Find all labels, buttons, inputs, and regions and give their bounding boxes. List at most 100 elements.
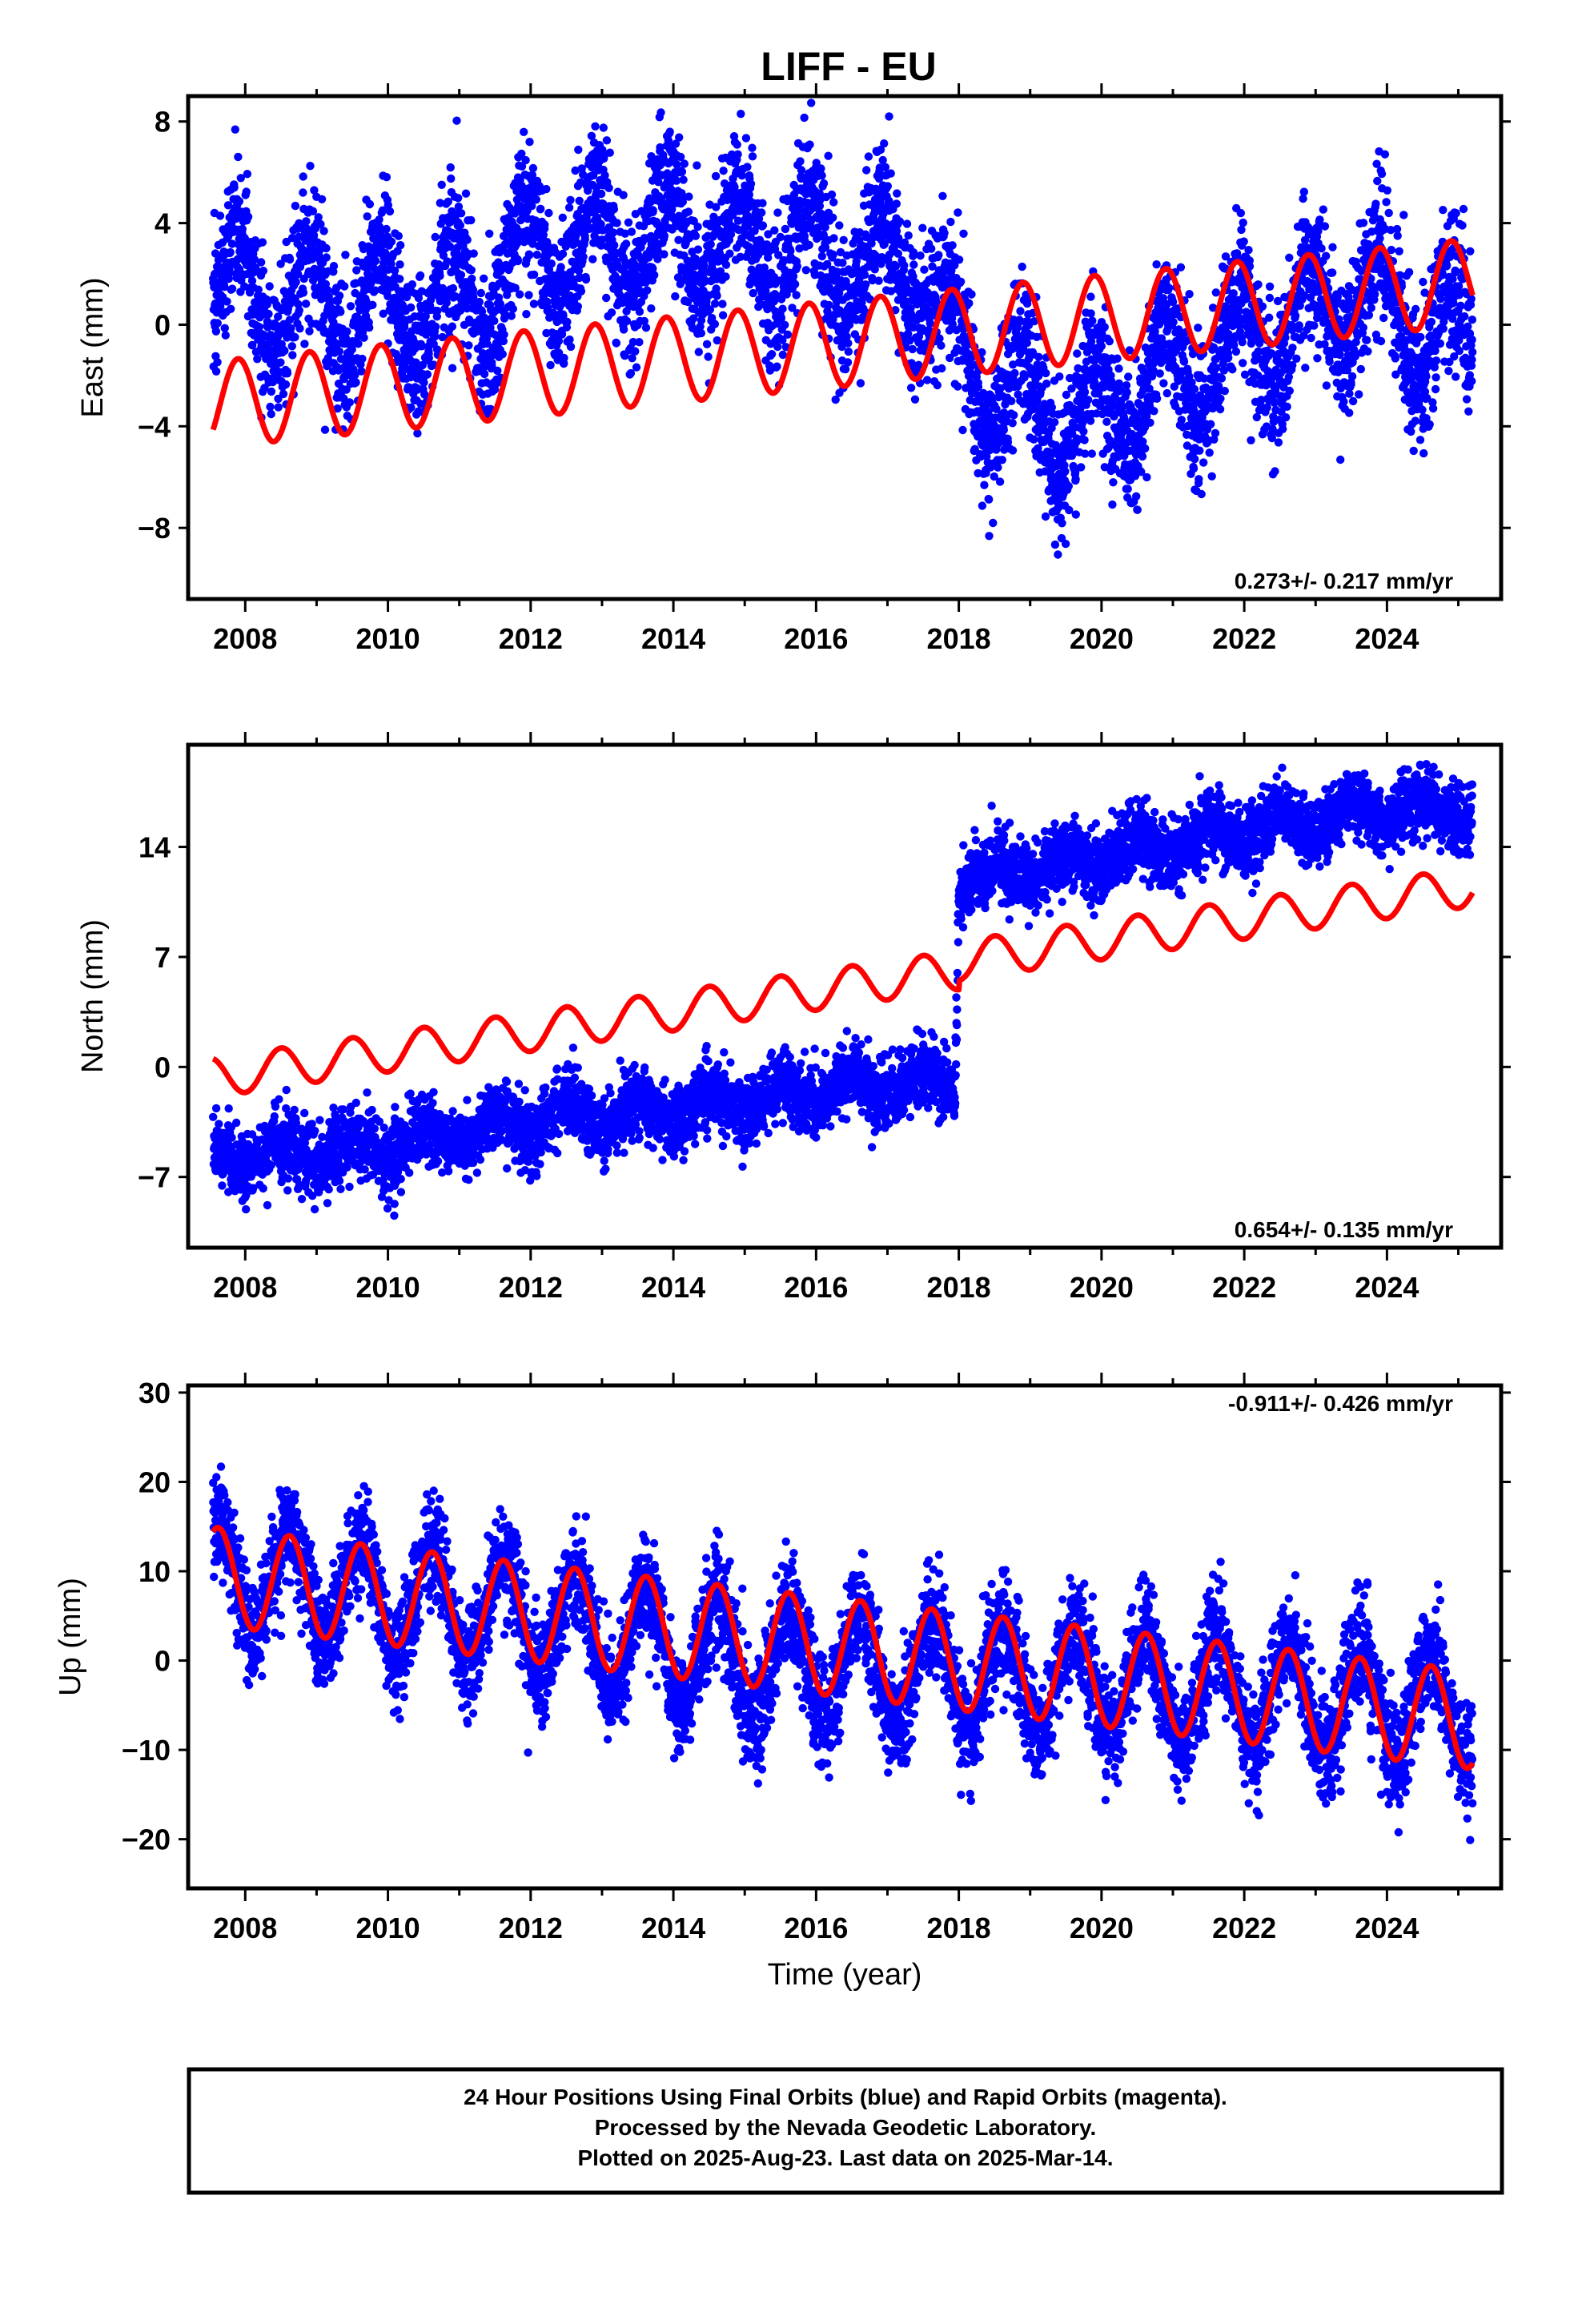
east-data-point: [1271, 467, 1279, 476]
east-data-point: [1238, 338, 1247, 347]
east-data-point: [572, 238, 581, 247]
east-data-point: [938, 191, 947, 200]
east-data-point: [359, 333, 368, 342]
east-data-point: [1142, 472, 1151, 482]
east-data-point: [1133, 505, 1142, 514]
east-data-point: [544, 304, 552, 312]
east-data-point: [1179, 357, 1189, 366]
east-data-point: [417, 342, 427, 351]
east-data-point: [213, 358, 222, 367]
east-data-point: [579, 252, 588, 261]
east-data-point: [862, 166, 871, 175]
east-data-point: [588, 255, 597, 263]
east-data-point: [710, 320, 720, 328]
east-data-point: [1064, 481, 1074, 491]
east-data-point: [684, 207, 693, 216]
east-data-point: [608, 228, 618, 237]
east-data-point: [1176, 263, 1186, 271]
east-data-point: [456, 209, 466, 218]
east-data-point: [431, 332, 440, 341]
east-data-point: [231, 125, 239, 134]
east-data-point: [626, 368, 636, 378]
east-data-point: [469, 292, 478, 302]
east-data-point: [998, 456, 1007, 464]
east-panel: 840−4−8 2008 2010 2012 2014 2016 2018 2020 2022…: [76, 83, 1511, 655]
east-data-point: [612, 219, 621, 227]
east-data-point: [1155, 369, 1164, 378]
east-data-point: [693, 245, 703, 254]
east-data-point: [985, 532, 994, 541]
east-data-point: [371, 256, 380, 265]
east-data-point: [490, 316, 499, 325]
east-data-point: [628, 337, 638, 347]
east-data-point: [1254, 280, 1263, 289]
east-data-point: [547, 259, 556, 268]
east-data-point: [467, 266, 476, 275]
east-data-point: [793, 262, 801, 271]
east-data-point: [1124, 372, 1133, 381]
east-data-point: [363, 212, 371, 221]
east-data-point: [543, 297, 552, 307]
east-data-point: [431, 322, 440, 332]
east-data-point: [1292, 354, 1301, 363]
east-data-point: [660, 250, 669, 259]
east-data-point: [725, 249, 734, 258]
east-data-point: [933, 380, 942, 390]
east-data-point: [721, 272, 730, 281]
east-data-point: [223, 297, 231, 306]
east-data-point: [938, 364, 946, 373]
east-data-point: [1077, 463, 1086, 472]
east-data-point: [528, 171, 537, 179]
east-data-point: [1034, 352, 1043, 361]
east-data-point: [576, 287, 586, 296]
east-data-point: [1263, 403, 1271, 412]
east-data-point: [211, 327, 221, 336]
east-data-point: [805, 140, 814, 149]
east-data-point: [620, 352, 629, 360]
east-data-point: [1291, 312, 1300, 320]
east-data-point: [999, 425, 1009, 435]
east-data-point: [1084, 396, 1093, 404]
east-data-point: [770, 226, 779, 235]
east-data-point: [825, 300, 833, 310]
east-data-point: [515, 290, 524, 299]
east-data-point: [773, 342, 782, 352]
east-data-point: [1016, 307, 1025, 316]
east-data-point: [902, 219, 912, 228]
east-data-point: [539, 231, 548, 239]
east-data-point: [624, 218, 633, 227]
east-data-point: [956, 277, 966, 286]
east-data-point: [238, 224, 247, 234]
east-data-point: [602, 293, 611, 303]
east-data-point: [1050, 540, 1060, 549]
east-data-point: [394, 231, 403, 240]
east-data-point: [1285, 253, 1294, 262]
east-data-point: [281, 380, 291, 389]
east-data-point: [452, 116, 461, 125]
east-data-point: [838, 259, 847, 267]
east-data-point: [1197, 489, 1206, 499]
east-data-point: [447, 174, 456, 183]
east-data-point: [417, 287, 426, 296]
east-data-point: [680, 159, 689, 168]
east-data-point: [844, 347, 853, 356]
east-data-point: [503, 291, 512, 300]
east-data-point: [1199, 458, 1208, 467]
east-data-point: [529, 270, 539, 279]
east-data-point: [1041, 512, 1050, 521]
east-data-point: [1295, 321, 1303, 330]
east-data-point: [909, 260, 918, 269]
east-data-point: [264, 309, 273, 319]
east-data-point: [860, 271, 869, 279]
east-data-point: [1007, 396, 1016, 405]
east-data-point: [413, 429, 422, 438]
east-data-point: [414, 293, 424, 303]
east-data-point: [861, 280, 870, 289]
east-data-point: [566, 195, 575, 204]
east-data-point: [385, 207, 395, 216]
east-data-point: [1164, 283, 1174, 292]
east-data-point: [1071, 510, 1081, 519]
east-data-point: [746, 179, 756, 188]
east-data-point: [211, 249, 220, 258]
east-data-point: [554, 336, 564, 346]
